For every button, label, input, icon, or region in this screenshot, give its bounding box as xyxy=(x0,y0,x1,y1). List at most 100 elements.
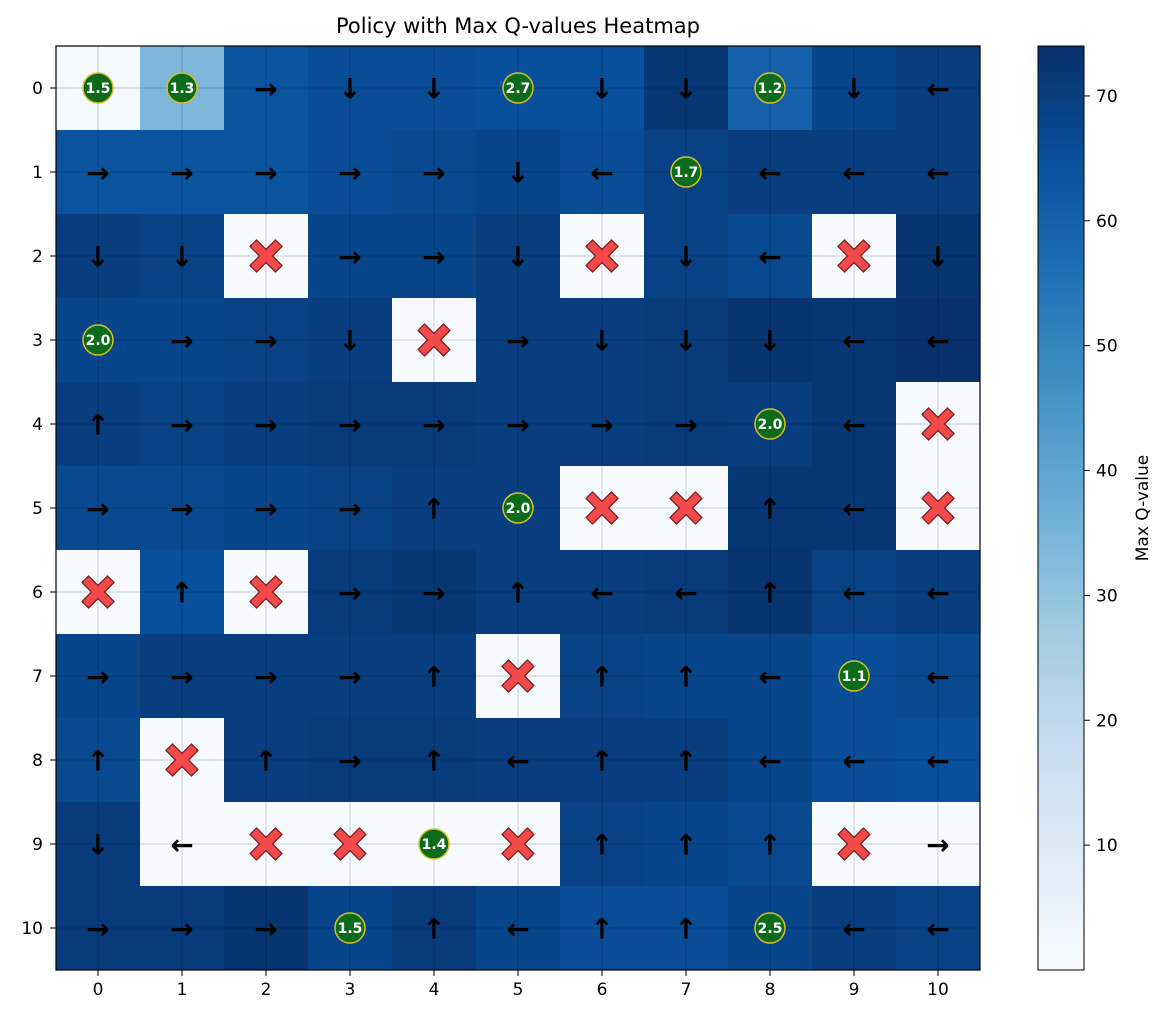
x-tick-label: 3 xyxy=(345,980,356,1000)
heatmap-cell xyxy=(392,382,477,467)
policy-arrow: ← xyxy=(758,661,781,694)
heatmap-cell xyxy=(308,298,393,383)
heatmap-cell xyxy=(56,130,141,215)
heatmap-cell xyxy=(224,130,309,215)
x-tick-label: 4 xyxy=(429,980,440,1000)
colorbar-gradient xyxy=(1037,45,1085,971)
goal-marker xyxy=(82,72,114,104)
policy-arrow: → xyxy=(254,493,277,526)
policy-arrow: ↓ xyxy=(86,829,109,862)
policy-arrow: → xyxy=(254,661,277,694)
policy-arrow: ↓ xyxy=(758,325,781,358)
y-tick-label: 8 xyxy=(32,751,43,771)
heatmap-cell xyxy=(896,130,981,215)
colorbar-tick-label: 30 xyxy=(1096,586,1118,606)
heatmap-cell xyxy=(392,466,477,551)
heatmap-cells xyxy=(56,46,981,971)
heatmap-cell xyxy=(476,382,561,467)
policy-arrow: ↑ xyxy=(674,829,697,862)
policy-arrow: ↓ xyxy=(506,241,529,274)
heatmap-cell xyxy=(812,130,897,215)
policy-arrow: ↑ xyxy=(170,577,193,610)
heatmap-cell xyxy=(476,718,561,803)
policy-arrow: ← xyxy=(170,829,193,862)
heatmap-cell xyxy=(308,550,393,635)
heatmap-cell xyxy=(392,550,477,635)
heatmap-cell xyxy=(140,886,225,971)
policy-arrow: → xyxy=(254,325,277,358)
x-tick-label: 0 xyxy=(93,980,104,1000)
heatmap-cell xyxy=(560,634,645,719)
policy-arrow: → xyxy=(170,157,193,190)
policy-arrow: ↓ xyxy=(590,325,613,358)
policy-arrow: ← xyxy=(842,745,865,778)
obstacle-marker xyxy=(501,659,535,693)
goal-marker xyxy=(166,72,198,104)
heatmap-cell xyxy=(560,298,645,383)
y-tick-label: 4 xyxy=(32,415,43,435)
policy-arrow: ↑ xyxy=(590,829,613,862)
obstacle-marker xyxy=(921,407,955,441)
obstacle-marker xyxy=(417,323,451,357)
policy-arrow: ↑ xyxy=(506,577,529,610)
policy-arrow: → xyxy=(254,409,277,442)
y-tick-label: 7 xyxy=(32,667,43,687)
policy-arrow: → xyxy=(170,661,193,694)
goal-label: 1.4 xyxy=(422,837,447,853)
heatmap-cell xyxy=(812,466,897,551)
heatmap-cell xyxy=(644,634,729,719)
obstacle-marker xyxy=(249,575,283,609)
heatmap-cell xyxy=(56,718,141,803)
policy-arrow: → xyxy=(86,661,109,694)
goal-marker xyxy=(670,156,702,188)
policy-arrow: ← xyxy=(926,661,949,694)
heatmap-cell xyxy=(140,802,225,887)
heatmap-cell xyxy=(56,466,141,551)
heatmap-cell xyxy=(644,46,729,131)
policy-arrow: ↑ xyxy=(674,745,697,778)
heatmap-cell xyxy=(224,886,309,971)
heatmap-cell xyxy=(392,46,477,131)
policy-arrow: ↑ xyxy=(86,409,109,442)
heatmap-cell xyxy=(560,382,645,467)
heatmap-cell xyxy=(896,298,981,383)
heatmap-cell xyxy=(308,130,393,215)
obstacle-marker xyxy=(585,491,619,525)
heatmap-cell xyxy=(308,382,393,467)
policy-arrow: ↓ xyxy=(170,241,193,274)
goal-label: 2.5 xyxy=(758,921,783,937)
policy-arrow: ↓ xyxy=(842,73,865,106)
goal-marker xyxy=(502,72,534,104)
policy-arrow: → xyxy=(338,577,361,610)
policy-arrow: → xyxy=(422,157,445,190)
policy-arrow: ← xyxy=(926,73,949,106)
heatmap-cell xyxy=(560,130,645,215)
heatmap-cell xyxy=(308,718,393,803)
policy-arrow: → xyxy=(254,73,277,106)
policy-arrow: → xyxy=(422,241,445,274)
y-tick-label: 3 xyxy=(32,331,43,351)
policy-arrow: ← xyxy=(926,913,949,946)
heatmap-cell xyxy=(728,718,813,803)
y-tick-label: 9 xyxy=(32,835,43,855)
x-tick-label: 2 xyxy=(261,980,272,1000)
goal-marker xyxy=(418,828,450,860)
heatmap-cell xyxy=(812,298,897,383)
heatmap-cell xyxy=(476,214,561,299)
goal-marker xyxy=(754,912,786,944)
policy-arrow: ↑ xyxy=(758,577,781,610)
heatmap-cell xyxy=(812,886,897,971)
policy-arrow: ↑ xyxy=(674,661,697,694)
heatmap-cell xyxy=(476,550,561,635)
heatmap-cell xyxy=(140,298,225,383)
heatmap-cell xyxy=(896,634,981,719)
policy-arrow: ← xyxy=(506,745,529,778)
x-tick-label: 6 xyxy=(597,980,608,1000)
heatmap-cell xyxy=(56,634,141,719)
policy-arrow: → xyxy=(422,577,445,610)
policy-arrow: → xyxy=(674,409,697,442)
obstacle-marker xyxy=(837,239,871,273)
policy-arrow: → xyxy=(338,661,361,694)
heatmap-cell xyxy=(140,550,225,635)
